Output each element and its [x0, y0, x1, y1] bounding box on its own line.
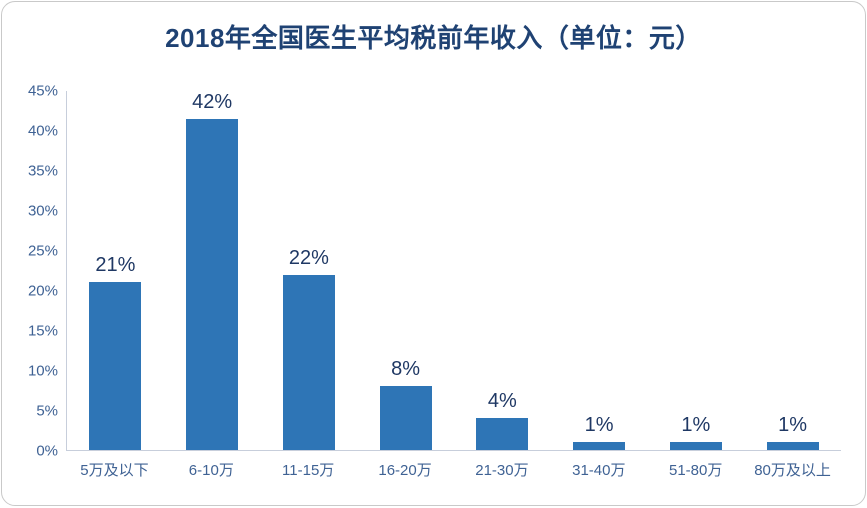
x-axis-tick-label: 6-10万: [188, 462, 234, 479]
bar-column: 1%: [744, 91, 841, 450]
chart-title: 2018年全国医生平均税前年收入（单位：元）: [165, 23, 702, 53]
bar: [379, 386, 432, 450]
x-axis-tick-label: 5万及以下: [80, 462, 149, 479]
y-axis-tick-label: 20%: [27, 282, 58, 300]
y-axis-tick-label: 35%: [27, 162, 58, 180]
x-axis-tick-label: 31-40万: [572, 462, 626, 479]
bar: [89, 282, 142, 450]
bar-value-label: 42%: [192, 91, 233, 113]
bar: [766, 442, 819, 450]
bar: [573, 442, 626, 450]
y-axis-tick-label: 5%: [36, 402, 58, 420]
bar-column: 42%: [164, 91, 261, 450]
x-axis-spacer: [14, 459, 66, 480]
x-axis-tick-label: 21-30万: [475, 462, 529, 479]
bar-value-label: 4%: [487, 390, 517, 413]
x-axis: 5万及以下 6-10万 11-15万 16-20万 21-30万 31-40万 51-80万…: [66, 459, 841, 480]
bar-value-label: 1%: [681, 414, 711, 437]
y-axis-tick-label: 0%: [36, 442, 58, 460]
bar: [669, 442, 722, 450]
y-axis-tick-label: 40%: [27, 122, 58, 140]
bar: [282, 274, 335, 450]
bar-value-label: 21%: [95, 254, 136, 277]
bar-column: 22%: [261, 91, 358, 450]
x-axis-tick-label: 51-80万: [669, 462, 723, 479]
y-axis-tick-label: 30%: [27, 202, 58, 220]
y-axis-tick-label: 10%: [27, 362, 58, 380]
bar-value-label: 22%: [288, 246, 329, 269]
bar-column: 1%: [648, 91, 745, 450]
bar-value-label: 1%: [584, 414, 614, 437]
x-axis-tick-label: 80万及以上: [754, 462, 831, 479]
y-axis-tick-label: 25%: [27, 242, 58, 260]
bar-value-label: 1%: [778, 414, 808, 437]
chart-area: 0% 5% 10% 15% 20% 25% 30% 35% 40% 45% 21% 42% 22% 8%…: [14, 83, 841, 480]
bar: [476, 418, 529, 450]
y-axis-tick-label: 15%: [27, 322, 58, 340]
y-axis-tick-label: 45%: [27, 82, 58, 100]
plot-area: 21% 42% 22% 8% 4% 1% 1% 1%: [66, 91, 841, 451]
bar-value-label: 8%: [391, 358, 421, 381]
x-axis-tick-label: 11-15万: [282, 462, 335, 479]
bar-column: 8%: [357, 91, 454, 450]
x-axis-tick-label: 16-20万: [378, 462, 432, 479]
bar-column: 1%: [551, 91, 648, 450]
bar-column: 21%: [67, 91, 164, 450]
y-axis: 0% 5% 10% 15% 20% 25% 30% 35% 40% 45%: [14, 83, 66, 460]
bar: [186, 119, 239, 450]
bar-column: 4%: [454, 91, 551, 450]
